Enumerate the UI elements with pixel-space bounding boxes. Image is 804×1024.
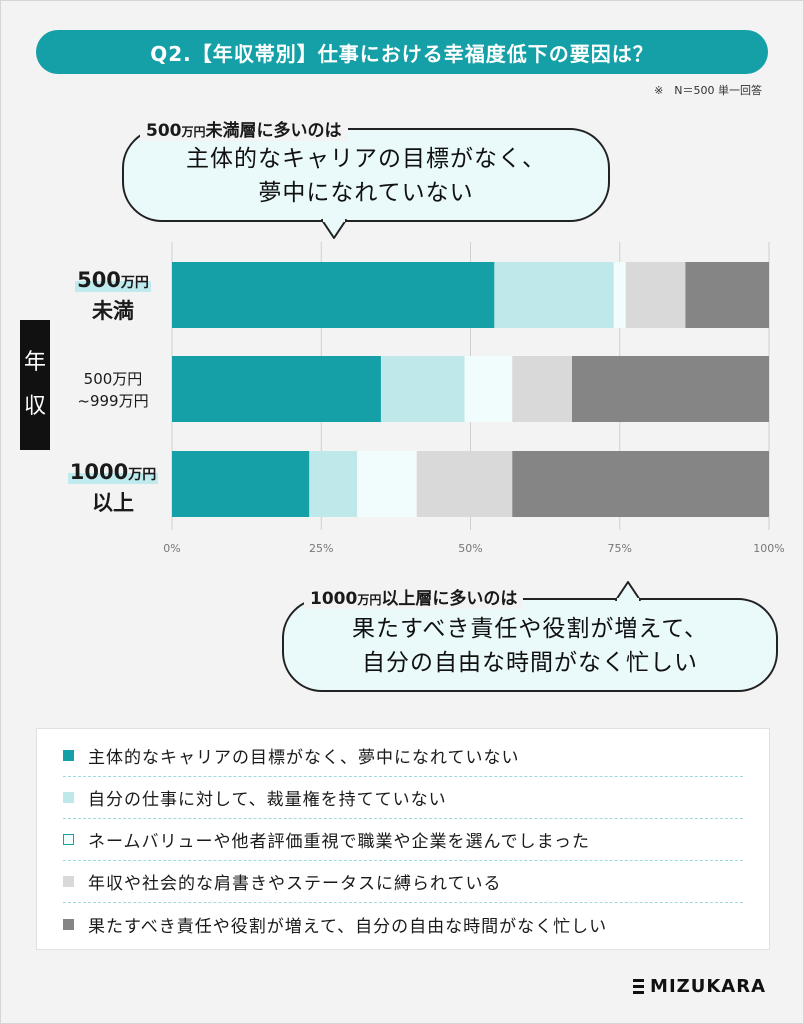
bottom-callout-label-unit: 万円 — [357, 593, 382, 607]
axis-title-box: 年 収 — [20, 320, 50, 450]
top-callout-label-num: 500 — [146, 121, 182, 141]
legend-label: 主体的なキャリアの目標がなく、夢中になれていない — [88, 748, 520, 768]
legend-item: 年収や社会的な肩書きやステータスに縛られている — [63, 861, 743, 903]
top-callout: 主体的なキャリアの目標がなく、 夢中になれていない — [122, 128, 610, 222]
brand-mark-icon — [633, 979, 645, 994]
bar-segment — [512, 356, 572, 422]
page-title: Q2.【年収帯別】仕事における幸福度低下の要因は？ — [36, 30, 768, 74]
brand-name: MIZUKARA — [650, 976, 766, 997]
legend-swatch — [63, 876, 74, 887]
category-label-over-1000-unit: 万円 — [128, 467, 157, 483]
bar-segment — [172, 356, 381, 422]
bar-segment — [172, 451, 310, 517]
legend-swatch — [63, 834, 74, 845]
top-callout-label-text: 未満層に多いのは — [205, 121, 342, 141]
category-label-500-999-line1: 500万円 — [83, 370, 143, 388]
top-callout-label-unit: 万円 — [181, 125, 206, 139]
bottom-callout: 果たすべき責任や役割が増えて、 自分の自由な時間がなく忙しい — [282, 598, 778, 692]
x-tick-label: 75% — [608, 542, 632, 555]
legend-item: 果たすべき責任や役割が増えて、自分の自由な時間がなく忙しい — [63, 903, 743, 945]
bottom-callout-label-text: 以上層に多いのは — [381, 589, 518, 609]
legend-item: 自分の仕事に対して、裁量権を持てていない — [63, 777, 743, 819]
legend-label: 自分の仕事に対して、裁量権を持てていない — [88, 790, 447, 810]
bar-segment — [416, 451, 513, 517]
x-tick-label: 25% — [309, 542, 333, 555]
bar-segment — [172, 262, 495, 328]
bottom-callout-line-2: 自分の自由な時間がなく忙しい — [362, 650, 698, 676]
bottom-callout-tail — [615, 581, 641, 602]
legend-label: 果たすべき責任や役割が増えて、自分の自由な時間がなく忙しい — [88, 916, 608, 937]
bar-segment — [380, 356, 465, 422]
axis-title-char-2: 収 — [23, 394, 46, 419]
category-label-over-1000: 1000万円 以上 — [58, 458, 168, 517]
category-label-over-1000-num: 1000 — [69, 460, 129, 484]
legend-item: ネームバリューや他者評価重視で職業や企業を選んでしまった — [63, 819, 743, 861]
top-callout-label: 500万円未満層に多いのは — [140, 116, 348, 141]
bar-segment — [357, 451, 417, 517]
x-tick-label: 0% — [163, 542, 180, 555]
brand-logo: MIZUKARA — [633, 976, 766, 997]
category-label-500-999-line2: ~999万円 — [77, 392, 149, 410]
bar-segment — [571, 356, 769, 422]
category-label-under-500-unit: 万円 — [120, 275, 149, 291]
axis-title-char-1: 年 — [23, 350, 46, 375]
bar-segment — [309, 451, 358, 517]
bar-segment — [685, 262, 769, 328]
bar-segment — [464, 356, 513, 422]
category-label-under-500-num: 500 — [77, 268, 121, 292]
bar-segment — [625, 262, 686, 328]
top-callout-line-2: 夢中になれていない — [258, 180, 474, 206]
bar-segment — [494, 262, 614, 328]
x-tick-label: 50% — [458, 542, 482, 555]
category-label-500-999: 500万円 ~999万円 — [58, 368, 168, 412]
bottom-callout-label-num: 1000 — [310, 589, 358, 609]
category-label-over-1000-line2: 以上 — [92, 491, 134, 515]
category-label-under-500-line2: 未満 — [92, 299, 134, 323]
legend-item: 主体的なキャリアの目標がなく、夢中になれていない — [63, 735, 743, 777]
top-callout-line-1: 主体的なキャリアの目標がなく、 — [186, 146, 546, 172]
legend-swatch — [63, 918, 74, 930]
legend-label: ネームバリューや他者評価重視で職業や企業を選んでしまった — [88, 832, 590, 852]
chart-legend: 主体的なキャリアの目標がなく、夢中になれていない 自分の仕事に対して、裁量権を持… — [36, 728, 770, 950]
legend-swatch — [63, 750, 74, 761]
category-label-under-500: 500万円 未満 — [58, 266, 168, 325]
sample-note: ※ N＝500 単一回答 — [654, 84, 762, 97]
legend-swatch — [63, 792, 74, 803]
legend-label: 年収や社会的な肩書きやステータスに縛られている — [88, 874, 502, 894]
stacked-bar-chart: 0% 25% 50% 75% 100% — [163, 242, 785, 555]
bar-segment — [613, 262, 626, 328]
bottom-callout-line-1: 果たすべき責任や役割が増えて、 — [351, 616, 709, 642]
bar-segment — [512, 451, 769, 517]
bottom-callout-label: 1000万円以上層に多いのは — [304, 584, 524, 609]
x-tick-label: 100% — [753, 542, 784, 555]
top-callout-tail — [321, 218, 347, 239]
